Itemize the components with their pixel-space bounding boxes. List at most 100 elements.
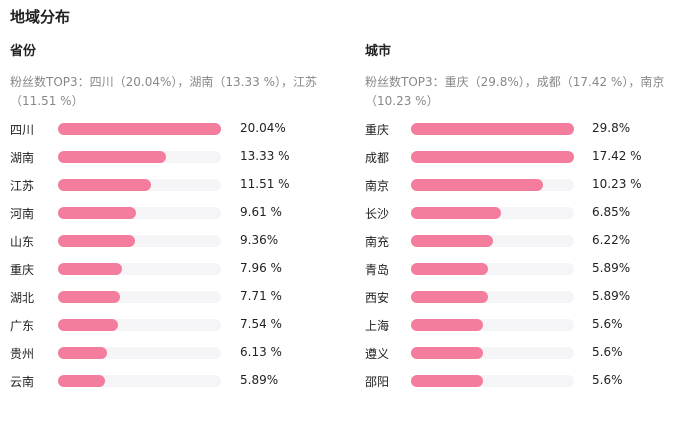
province-row: 四川 20.04% (10, 121, 340, 149)
city-name: 西安 (365, 291, 390, 305)
city-bar-track (411, 375, 574, 387)
city-row: 上海 5.6% (365, 317, 692, 345)
city-row: 重庆 29.8% (365, 121, 692, 149)
city-value: 6.85% (592, 205, 631, 219)
province-bar-fill (58, 235, 135, 247)
province-bar-fill (58, 179, 151, 191)
city-bar-fill (411, 375, 483, 387)
city-bar-track (411, 207, 574, 219)
city-bar-track (411, 347, 574, 359)
city-name: 长沙 (365, 207, 390, 221)
city-bar-fill (411, 207, 501, 219)
province-row: 贵州 6.13 % (10, 345, 340, 373)
province-bar-fill (58, 151, 166, 163)
province-bar-fill (58, 263, 122, 275)
city-bar-fill (411, 347, 483, 359)
city-row: 南京 10.23 % (365, 177, 692, 205)
province-value: 13.33 % (240, 149, 290, 163)
city-value: 5.6% (592, 317, 623, 331)
province-value: 9.36% (240, 233, 279, 247)
province-bar-track (58, 151, 221, 163)
province-name: 江苏 (10, 179, 35, 193)
city-name: 遵义 (365, 347, 390, 361)
city-bar-track (411, 123, 574, 135)
province-value: 9.61 % (240, 205, 282, 219)
province-bar-fill (58, 291, 120, 303)
province-row: 广东 7.54 % (10, 317, 340, 345)
city-bar-track (411, 235, 574, 247)
province-row: 重庆 7.96 % (10, 261, 340, 289)
city-bar-fill (411, 235, 493, 247)
city-row: 南充 6.22% (365, 233, 692, 261)
city-top3: 粉丝数TOP3：重庆（29.8%），成都（17.42 %），南京（10.23 %… (365, 75, 665, 108)
province-name: 贵州 (10, 347, 35, 361)
city-row: 青岛 5.89% (365, 261, 692, 289)
city-name: 青岛 (365, 263, 390, 277)
province-bar-track (58, 123, 221, 135)
city-name: 南充 (365, 235, 390, 249)
province-name: 湖北 (10, 291, 35, 305)
province-bar-fill (58, 319, 119, 331)
city-name: 邵阳 (365, 375, 390, 389)
province-value: 11.51 % (240, 177, 290, 191)
city-value: 29.8% (592, 121, 631, 135)
city-heading: 城市 (365, 44, 392, 59)
province-column: 省份 粉丝数TOP3：四川（20.04%），湖南（13.33 %），江苏（11.… (10, 40, 340, 389)
city-value: 6.22% (592, 233, 631, 247)
city-bar-fill (411, 151, 574, 163)
province-heading: 省份 (10, 44, 37, 59)
city-name: 南京 (365, 179, 390, 193)
city-value: 5.89% (592, 289, 631, 303)
province-row: 江苏 11.51 % (10, 177, 340, 205)
city-bar-track (411, 319, 574, 331)
city-value: 10.23 % (592, 177, 642, 191)
province-bar-track (58, 207, 221, 219)
province-name: 河南 (10, 207, 35, 221)
city-value: 5.6% (592, 373, 623, 387)
city-name: 成都 (365, 151, 390, 165)
city-name: 重庆 (365, 123, 390, 137)
province-bar-track (58, 319, 221, 331)
city-value: 5.89% (592, 261, 631, 275)
city-row: 邵阳 5.6% (365, 373, 692, 401)
province-name: 四川 (10, 123, 35, 137)
province-name: 云南 (10, 375, 35, 389)
province-value: 7.71 % (240, 289, 282, 303)
city-bar-fill (411, 263, 488, 275)
city-column: 城市 粉丝数TOP3：重庆（29.8%），成都（17.42 %），南京（10.2… (365, 40, 692, 389)
province-bar-fill (58, 347, 107, 359)
city-row: 遵义 5.6% (365, 345, 692, 373)
province-name: 重庆 (10, 263, 35, 277)
province-value: 20.04% (240, 121, 286, 135)
province-bar-fill (58, 207, 137, 219)
city-value: 5.6% (592, 345, 623, 359)
city-row: 西安 5.89% (365, 289, 692, 317)
city-bar-fill (411, 179, 544, 191)
province-bar-track (58, 263, 221, 275)
city-bar-track (411, 263, 574, 275)
province-row: 云南 5.89% (10, 373, 340, 401)
province-name: 山东 (10, 235, 35, 249)
province-row: 山东 9.36% (10, 233, 340, 261)
province-row: 湖北 7.71 % (10, 289, 340, 317)
province-name: 广东 (10, 319, 35, 333)
section-title: 地域分布 (10, 8, 71, 26)
city-bar-fill (411, 123, 574, 135)
city-name: 上海 (365, 319, 390, 333)
city-row: 长沙 6.85% (365, 205, 692, 233)
province-value: 6.13 % (240, 345, 282, 359)
city-row: 成都 17.42 % (365, 149, 692, 177)
city-bar-fill (411, 319, 483, 331)
province-bar-track (58, 235, 221, 247)
city-bar-fill (411, 291, 488, 303)
city-bar-track (411, 151, 574, 163)
province-bar-track (58, 179, 221, 191)
city-bar-track (411, 291, 574, 303)
city-bar-track (411, 179, 574, 191)
province-name: 湖南 (10, 151, 35, 165)
province-row: 湖南 13.33 % (10, 149, 340, 177)
province-value: 7.54 % (240, 317, 282, 331)
province-value: 5.89% (240, 373, 279, 387)
province-top3: 粉丝数TOP3：四川（20.04%），湖南（13.33 %），江苏（11.51 … (10, 75, 317, 108)
